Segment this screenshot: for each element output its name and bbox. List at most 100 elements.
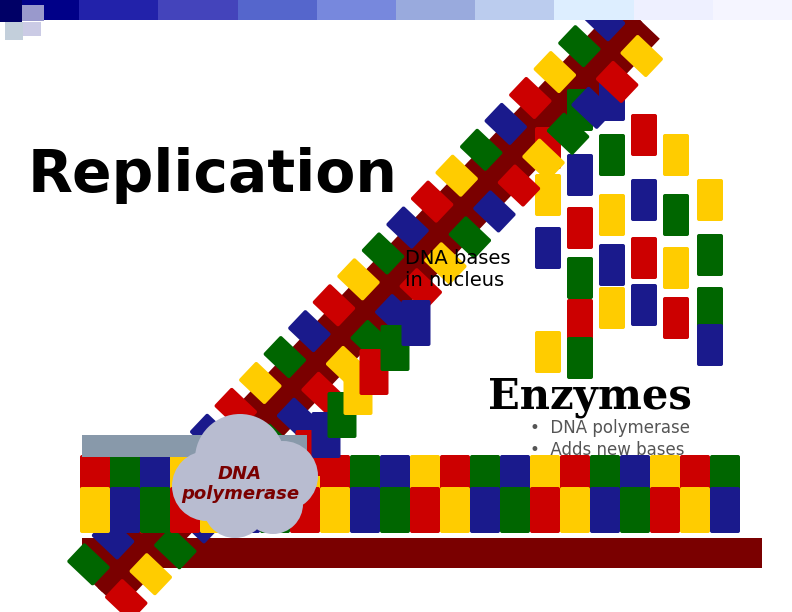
FancyBboxPatch shape — [170, 455, 200, 501]
FancyBboxPatch shape — [105, 579, 147, 612]
FancyBboxPatch shape — [663, 134, 689, 176]
FancyBboxPatch shape — [680, 455, 710, 501]
Bar — [82, 538, 762, 568]
FancyBboxPatch shape — [460, 129, 502, 171]
Text: Enzymes: Enzymes — [488, 376, 692, 418]
FancyBboxPatch shape — [631, 114, 657, 156]
FancyBboxPatch shape — [140, 487, 170, 533]
FancyBboxPatch shape — [264, 336, 307, 378]
FancyBboxPatch shape — [141, 466, 184, 508]
FancyBboxPatch shape — [631, 284, 657, 326]
FancyBboxPatch shape — [116, 491, 159, 534]
FancyBboxPatch shape — [328, 392, 356, 438]
FancyBboxPatch shape — [560, 455, 590, 501]
FancyBboxPatch shape — [67, 543, 110, 586]
FancyBboxPatch shape — [509, 77, 551, 119]
FancyBboxPatch shape — [313, 284, 356, 326]
FancyBboxPatch shape — [386, 206, 429, 248]
FancyBboxPatch shape — [380, 487, 410, 533]
Circle shape — [248, 441, 318, 511]
FancyBboxPatch shape — [599, 287, 625, 329]
FancyBboxPatch shape — [344, 369, 372, 415]
FancyBboxPatch shape — [80, 455, 110, 501]
FancyBboxPatch shape — [567, 207, 593, 249]
FancyBboxPatch shape — [320, 455, 350, 501]
Bar — [0, 0, 80, 20]
FancyBboxPatch shape — [290, 487, 320, 533]
FancyBboxPatch shape — [337, 258, 380, 300]
FancyBboxPatch shape — [203, 476, 246, 518]
FancyBboxPatch shape — [276, 398, 319, 440]
Bar — [475, 0, 555, 20]
FancyBboxPatch shape — [311, 412, 341, 458]
FancyBboxPatch shape — [530, 455, 560, 501]
FancyBboxPatch shape — [710, 487, 740, 533]
FancyBboxPatch shape — [436, 155, 478, 197]
FancyBboxPatch shape — [697, 179, 723, 221]
FancyBboxPatch shape — [620, 455, 650, 501]
FancyBboxPatch shape — [375, 294, 417, 336]
FancyBboxPatch shape — [558, 25, 600, 67]
FancyBboxPatch shape — [440, 487, 470, 533]
Text: DNA
polymerase: DNA polymerase — [181, 465, 299, 504]
Bar — [5, 22, 23, 40]
FancyBboxPatch shape — [288, 310, 331, 353]
Bar — [634, 0, 714, 20]
FancyBboxPatch shape — [227, 449, 270, 491]
FancyBboxPatch shape — [590, 487, 620, 533]
FancyBboxPatch shape — [239, 362, 282, 404]
Bar — [554, 0, 634, 20]
FancyBboxPatch shape — [522, 138, 565, 181]
FancyBboxPatch shape — [402, 300, 431, 346]
FancyBboxPatch shape — [154, 527, 196, 569]
FancyBboxPatch shape — [620, 487, 650, 533]
FancyBboxPatch shape — [567, 337, 593, 379]
FancyBboxPatch shape — [200, 487, 230, 533]
FancyBboxPatch shape — [140, 455, 170, 501]
FancyBboxPatch shape — [535, 227, 561, 269]
Bar — [79, 0, 159, 20]
FancyBboxPatch shape — [470, 455, 500, 501]
FancyBboxPatch shape — [500, 455, 530, 501]
FancyBboxPatch shape — [380, 455, 410, 501]
FancyBboxPatch shape — [663, 194, 689, 236]
FancyBboxPatch shape — [110, 487, 140, 533]
FancyBboxPatch shape — [500, 487, 530, 533]
Text: •  DNA polymerase: • DNA polymerase — [530, 419, 690, 437]
FancyBboxPatch shape — [534, 51, 576, 93]
FancyBboxPatch shape — [290, 455, 320, 501]
FancyBboxPatch shape — [170, 487, 200, 533]
FancyBboxPatch shape — [448, 216, 491, 258]
FancyBboxPatch shape — [620, 35, 663, 77]
FancyBboxPatch shape — [530, 487, 560, 533]
FancyBboxPatch shape — [350, 455, 380, 501]
FancyBboxPatch shape — [260, 455, 290, 501]
FancyBboxPatch shape — [320, 487, 350, 533]
FancyBboxPatch shape — [92, 517, 135, 559]
FancyBboxPatch shape — [631, 237, 657, 279]
FancyBboxPatch shape — [650, 455, 680, 501]
FancyBboxPatch shape — [567, 299, 593, 341]
FancyBboxPatch shape — [663, 297, 689, 339]
FancyBboxPatch shape — [599, 244, 625, 286]
FancyBboxPatch shape — [497, 165, 540, 207]
FancyBboxPatch shape — [326, 346, 368, 388]
FancyBboxPatch shape — [350, 487, 380, 533]
FancyBboxPatch shape — [710, 455, 740, 501]
FancyBboxPatch shape — [680, 487, 710, 533]
FancyBboxPatch shape — [485, 103, 527, 145]
FancyBboxPatch shape — [190, 414, 233, 456]
Circle shape — [195, 414, 285, 504]
FancyBboxPatch shape — [215, 388, 257, 430]
FancyBboxPatch shape — [440, 455, 470, 501]
FancyBboxPatch shape — [535, 127, 561, 169]
FancyBboxPatch shape — [650, 487, 680, 533]
Bar — [317, 0, 397, 20]
FancyBboxPatch shape — [424, 242, 466, 285]
Bar — [238, 0, 318, 20]
FancyBboxPatch shape — [399, 268, 442, 310]
FancyBboxPatch shape — [590, 455, 620, 501]
FancyBboxPatch shape — [567, 257, 593, 299]
FancyBboxPatch shape — [560, 487, 590, 533]
Bar — [22, 5, 44, 21]
